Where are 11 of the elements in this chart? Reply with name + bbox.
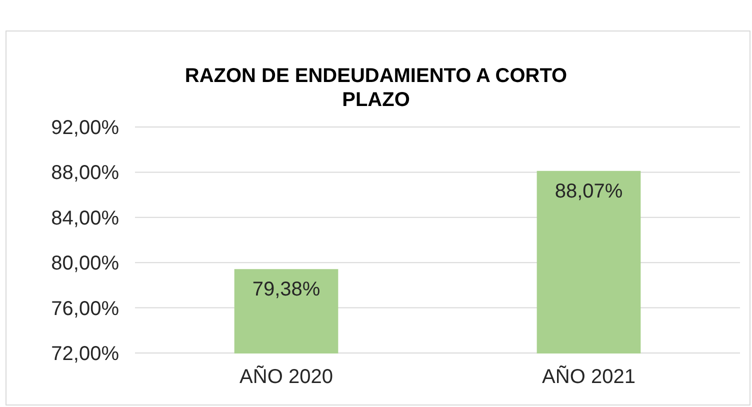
y-tick-label: 92,00% — [51, 117, 120, 139]
data-label: 88,07% — [554, 180, 623, 202]
y-tick-label: 80,00% — [51, 252, 120, 275]
y-tick-label: 76,00% — [51, 298, 120, 320]
data-label: 79,38% — [252, 278, 320, 301]
y-tick-label: 72,00% — [51, 343, 120, 365]
x-tick-label: AÑO 2020 — [240, 365, 333, 388]
y-tick-label: 88,00% — [51, 162, 120, 184]
y-tick-label: 84,00% — [51, 207, 120, 230]
x-tick-label: AÑO 2021 — [542, 365, 636, 388]
chart-title: RAZON DE ENDEUDAMIENTO A CORTO PLAZO — [184, 65, 568, 111]
